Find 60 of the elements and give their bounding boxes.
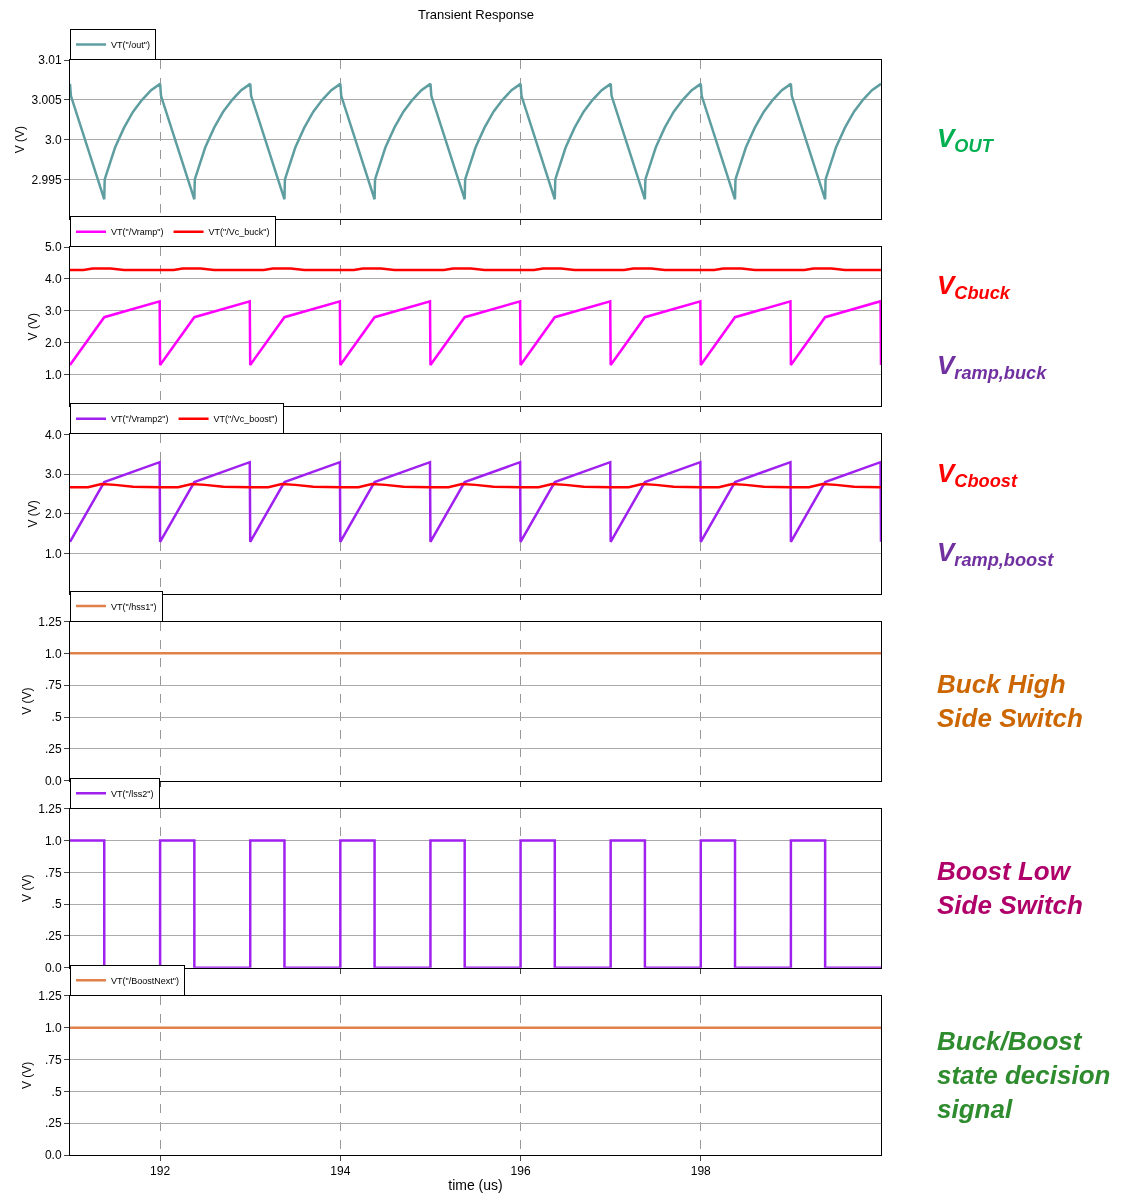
text: Buck/Boost state decision signal — [937, 1026, 1111, 1124]
y-tick-label: 1.0 — [44, 546, 62, 561]
y-tick-label: 3.0 — [44, 467, 62, 482]
y-tick-label: 4.0 — [44, 272, 62, 287]
text: V$_{Cboost}$ — [937, 458, 1018, 492]
y-tick-label: 1.0 — [44, 833, 62, 848]
y-axis-title: V (V) — [19, 1061, 34, 1090]
y-tick-label: 1.0 — [44, 1020, 62, 1035]
legend-label: VT("/Vc_buck") — [208, 227, 270, 238]
y-axis-title: V (V) — [19, 687, 34, 715]
legend-label: VT("/Vramp") — [111, 227, 164, 238]
y-tick-label: 0.0 — [44, 961, 62, 976]
text: V$_{ramp,buck}$ — [937, 350, 1048, 384]
y-tick-label: .25 — [44, 742, 62, 757]
x-tick-label: 196 — [510, 1164, 531, 1179]
x-axis-title: time (us) — [448, 1176, 503, 1193]
y-axis-title: V (V) — [19, 874, 34, 902]
y-tick-label: .5 — [51, 897, 62, 912]
y-tick-label: 1.0 — [44, 646, 62, 661]
y-tick-label: .75 — [44, 1052, 62, 1067]
y-tick-label: 0.0 — [44, 1148, 62, 1163]
x-tick-label: 192 — [150, 1164, 171, 1179]
y-tick-label: 1.25 — [38, 989, 62, 1004]
x-tick-label: 198 — [690, 1164, 712, 1179]
y-axis-title: V (V) — [26, 500, 41, 528]
legend-label: VT("/out") — [111, 40, 150, 51]
y-tick-label: .75 — [44, 865, 62, 880]
y-tick-label: 2.0 — [44, 335, 62, 350]
y-tick-label: .25 — [44, 929, 62, 944]
legend-label: VT("/Vc_boost") — [213, 414, 278, 425]
y-tick-label: 3.01 — [38, 53, 62, 68]
y-tick-label: 1.25 — [38, 801, 62, 816]
y-tick-label: .5 — [51, 710, 62, 725]
y-tick-label: 3.0 — [44, 132, 62, 147]
y-tick-label: 0.0 — [44, 773, 62, 788]
y-tick-label: 3.005 — [31, 92, 62, 107]
y-tick-label: 3.0 — [44, 304, 62, 319]
line-series — [70, 82, 881, 201]
chart-title: Transient Response — [418, 7, 534, 22]
legend-label: VT("/Vramp2") — [111, 414, 169, 425]
text: V$_{OUT}$ — [937, 123, 995, 157]
y-axis-title: V (V) — [12, 125, 27, 154]
legend-label: VT("/BoostNext") — [111, 975, 179, 986]
y-tick-label: 1.25 — [38, 614, 62, 629]
text: Boost Low Side Switch — [937, 856, 1083, 920]
y-axis-title: V (V) — [26, 313, 41, 341]
y-tick-label: 2.0 — [44, 507, 62, 522]
legend-label: VT("/hss1") — [111, 601, 157, 612]
x-tick-label: 194 — [330, 1164, 351, 1179]
text: V$_{Cbuck}$ — [937, 270, 1011, 304]
y-tick-label: 1.0 — [44, 367, 62, 382]
legend-label: VT("/lss2") — [111, 788, 154, 799]
y-tick-label: .25 — [44, 1116, 62, 1131]
y-tick-label: .75 — [44, 678, 62, 693]
text: Buck High Side Switch — [937, 669, 1083, 733]
y-tick-label: 2.995 — [31, 172, 62, 187]
y-tick-label: 5.0 — [44, 240, 62, 255]
y-tick-label: 4.0 — [44, 427, 62, 442]
y-tick-label: .5 — [51, 1084, 62, 1099]
text: V$_{ramp,boost}$ — [937, 537, 1055, 571]
